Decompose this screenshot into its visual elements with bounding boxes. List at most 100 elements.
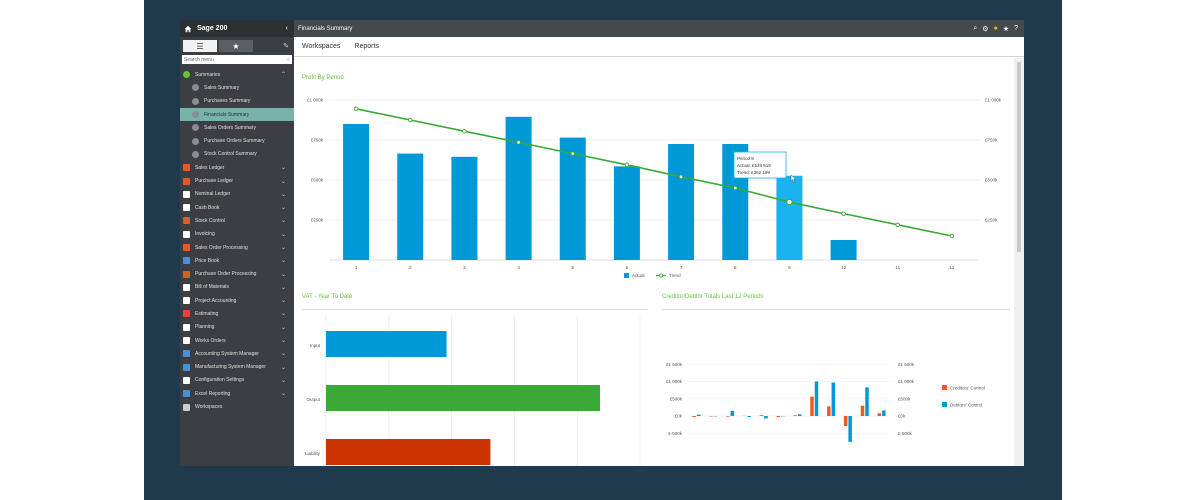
subnav-workspaces[interactable]: Workspaces <box>302 43 341 50</box>
sidebar-item-sales-summary[interactable]: Sales Summary <box>180 81 294 94</box>
chevron-down-icon[interactable]: ⌄ <box>280 311 286 318</box>
bar[interactable] <box>343 124 370 260</box>
gear-icon[interactable]: ⚙ <box>982 25 989 33</box>
bar[interactable] <box>326 331 447 357</box>
sidebar-item-sales-ledger[interactable]: Sales Ledger ⌄ <box>180 161 294 174</box>
sidebar-item-project-accounting[interactable]: Project Accounting ⌄ <box>180 294 294 307</box>
creditor-bar[interactable] <box>709 416 713 417</box>
scrollbar[interactable] <box>1014 58 1024 466</box>
chevron-down-icon[interactable]: ⌄ <box>280 178 286 185</box>
debtor-bar[interactable] <box>848 416 852 442</box>
creditor-bar[interactable] <box>759 415 764 416</box>
trend-point[interactable] <box>949 233 955 239</box>
sidebar-item-purchase-ledger[interactable]: Purchase Ledger ⌄ <box>180 174 294 187</box>
bar[interactable] <box>505 116 532 260</box>
trend-point[interactable] <box>570 151 576 156</box>
sidebar-item-works-orders[interactable]: Works Orders ⌄ <box>180 334 294 347</box>
sidebar-item-configuration-settings[interactable]: Configuration Settings ⌄ <box>180 374 294 387</box>
sidebar-item-sales-order-processing[interactable]: Sales Order Processing ⌄ <box>180 241 294 254</box>
sidebar-item-sales-orders-summary[interactable]: Sales Orders Summary <box>180 121 294 134</box>
debtor-bar[interactable] <box>747 416 751 418</box>
sidebar-item-bill-of-materials[interactable]: Bill of Materials ⌄ <box>180 281 294 294</box>
trend-point[interactable] <box>407 117 413 123</box>
pin-icon[interactable]: ✎ <box>283 43 289 50</box>
debtor-bar[interactable] <box>882 410 886 416</box>
chevron-down-icon[interactable]: ⌄ <box>280 324 286 331</box>
sidebar-item-invoicing[interactable]: Invoicing ⌄ <box>180 228 294 241</box>
bar[interactable] <box>326 385 600 411</box>
chevron-down-icon[interactable]: ⌄ <box>280 364 286 371</box>
creditor-bar[interactable] <box>860 405 865 416</box>
sidebar-item-cash-book[interactable]: Cash Book ⌄ <box>180 201 294 214</box>
favourites-star-icon[interactable]: ★ <box>219 40 253 52</box>
debtor-bar[interactable] <box>831 382 836 416</box>
debtor-bar[interactable] <box>814 381 819 417</box>
menu-tab-icon[interactable]: ☰ <box>183 40 217 52</box>
sidebar-item-excel-reporting[interactable]: Excel Reporting ⌄ <box>180 387 294 400</box>
creditor-bar[interactable] <box>810 396 814 416</box>
creditor-bar[interactable] <box>692 416 696 417</box>
sidebar-item-estimating[interactable]: Estimating ⌄ <box>180 307 294 320</box>
trend-point[interactable] <box>624 162 630 168</box>
debtor-bar[interactable] <box>696 414 701 416</box>
trend-point[interactable] <box>678 174 684 180</box>
sidebar-item-planning[interactable]: Planning ⌄ <box>180 321 294 334</box>
trend-point[interactable] <box>353 106 359 112</box>
bar[interactable] <box>613 166 640 260</box>
star-icon[interactable]: ★ <box>1002 25 1010 33</box>
chevron-down-icon[interactable]: ⌄ <box>280 298 286 305</box>
bar[interactable] <box>326 439 491 465</box>
sidebar-item-purchase-order-processing[interactable]: Purchase Order Processing ⌄ <box>180 267 294 280</box>
subnav-reports[interactable]: Reports <box>354 43 379 50</box>
chevron-down-icon[interactable]: ⌄ <box>280 245 286 251</box>
bar[interactable] <box>830 240 857 260</box>
search-tool-icon[interactable]: ⌕ <box>973 24 978 32</box>
chevron-down-icon[interactable]: ⌄ <box>280 338 286 345</box>
chevron-down-icon[interactable]: ⌄ <box>280 205 286 212</box>
collapse-sidebar-icon[interactable]: ‹ <box>285 25 288 32</box>
bar[interactable] <box>397 153 424 260</box>
sidebar-item-price-book[interactable]: Price Book ⌄ <box>180 254 294 267</box>
chevron-down-icon[interactable]: ⌄ <box>280 351 286 358</box>
sidebar-item-accounting-system-manager[interactable]: Accounting System Manager ⌄ <box>180 347 294 360</box>
debtor-bar[interactable] <box>764 416 768 419</box>
trend-point[interactable] <box>733 185 738 191</box>
bar[interactable] <box>668 144 695 260</box>
creditor-bar[interactable] <box>793 415 797 416</box>
scroll-thumb[interactable] <box>1017 62 1021 252</box>
trend-point[interactable] <box>841 211 846 216</box>
help-icon[interactable]: ? <box>1014 24 1018 32</box>
trend-point[interactable] <box>895 222 901 228</box>
chevron-down-icon[interactable]: ⌄ <box>280 284 286 291</box>
chevron-down-icon[interactable]: ⌄ <box>280 377 286 384</box>
chevron-down-icon[interactable]: ⌄ <box>280 231 286 238</box>
chevron-down-icon[interactable]: ⌄ <box>280 165 286 172</box>
chevron-down-icon[interactable]: ⌄ <box>280 391 286 398</box>
creditor-bar[interactable] <box>726 416 730 417</box>
chevron-down-icon[interactable]: ⌄ <box>280 218 286 225</box>
creditor-bar[interactable] <box>827 406 831 416</box>
chevron-up-icon[interactable]: ⌃ <box>280 72 286 79</box>
creditor-bar[interactable] <box>776 416 781 418</box>
sidebar-item-manufacturing-system-manager[interactable]: Manufacturing System Manager ⌄ <box>180 361 294 374</box>
debtor-bar[interactable] <box>797 414 802 416</box>
sidebar-item-financials-summary[interactable]: Financials Summary <box>180 107 294 122</box>
sidebar-item-stock-control[interactable]: Stock Control ⌄ <box>180 214 294 227</box>
chevron-down-icon[interactable]: ⌄ <box>280 191 286 198</box>
debtor-bar[interactable] <box>730 410 735 416</box>
trend-point[interactable] <box>462 128 467 134</box>
home-icon[interactable] <box>184 25 192 33</box>
bar[interactable] <box>559 137 586 260</box>
search-input[interactable]: Search menu ○ <box>182 55 292 64</box>
trend-point[interactable] <box>786 198 793 206</box>
bar[interactable] <box>451 156 478 260</box>
bar[interactable] <box>776 175 803 260</box>
creditor-bar[interactable] <box>877 413 882 416</box>
sidebar-item-purchase-orders-summary[interactable]: Purchase Orders Summary <box>180 134 294 147</box>
sidebar-item-nominal-ledger[interactable]: Nominal Ledger ⌄ <box>180 188 294 201</box>
creditor-bar[interactable] <box>843 416 848 427</box>
sidebar-item-workspaces[interactable]: Workspaces <box>180 400 294 413</box>
chevron-down-icon[interactable]: ⌄ <box>280 258 286 265</box>
sidebar-item-summaries[interactable]: Summaries ⌃ <box>180 68 294 81</box>
trend-point[interactable] <box>516 140 521 145</box>
